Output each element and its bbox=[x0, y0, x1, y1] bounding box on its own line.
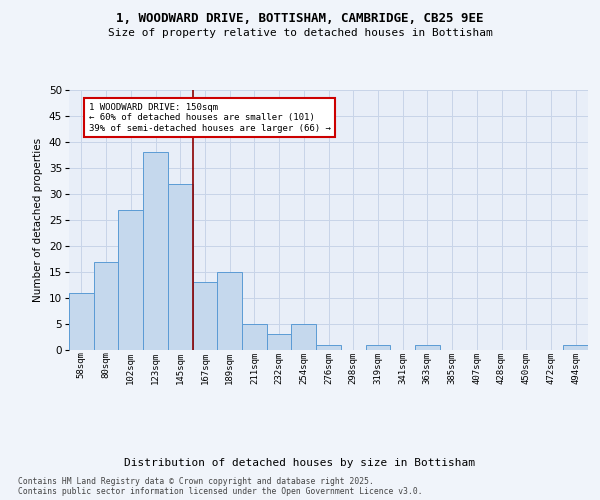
Text: Size of property relative to detached houses in Bottisham: Size of property relative to detached ho… bbox=[107, 28, 493, 38]
Bar bbox=[563, 345, 588, 350]
Bar bbox=[118, 210, 143, 350]
Bar bbox=[365, 345, 390, 350]
Bar bbox=[217, 272, 242, 350]
Bar bbox=[292, 324, 316, 350]
Bar bbox=[168, 184, 193, 350]
Y-axis label: Number of detached properties: Number of detached properties bbox=[33, 138, 43, 302]
Bar bbox=[143, 152, 168, 350]
Bar bbox=[193, 282, 217, 350]
Bar bbox=[69, 293, 94, 350]
Text: Contains HM Land Registry data © Crown copyright and database right 2025.: Contains HM Land Registry data © Crown c… bbox=[18, 478, 374, 486]
Bar bbox=[267, 334, 292, 350]
Bar bbox=[415, 345, 440, 350]
Text: 1 WOODWARD DRIVE: 150sqm
← 60% of detached houses are smaller (101)
39% of semi-: 1 WOODWARD DRIVE: 150sqm ← 60% of detach… bbox=[89, 103, 331, 133]
Bar bbox=[316, 345, 341, 350]
Text: 1, WOODWARD DRIVE, BOTTISHAM, CAMBRIDGE, CB25 9EE: 1, WOODWARD DRIVE, BOTTISHAM, CAMBRIDGE,… bbox=[116, 12, 484, 26]
Text: Distribution of detached houses by size in Bottisham: Distribution of detached houses by size … bbox=[125, 458, 476, 468]
Bar bbox=[242, 324, 267, 350]
Text: Contains public sector information licensed under the Open Government Licence v3: Contains public sector information licen… bbox=[18, 488, 422, 496]
Bar bbox=[94, 262, 118, 350]
